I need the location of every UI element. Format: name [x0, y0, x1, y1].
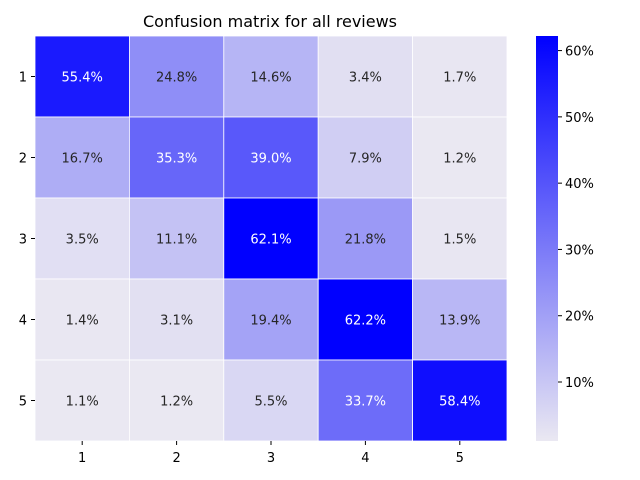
- x-axis: 1 2 3 4 5: [78, 441, 464, 466]
- heatmap-cell-r5-c3: [223, 359, 319, 442]
- chart-title: Confusion matrix for all reviews: [143, 12, 397, 31]
- heatmap-cell-r1-c3: [223, 35, 319, 118]
- x-tick-label-1: 1: [78, 451, 86, 466]
- cell-value-label-r2-c2: 35.3%: [156, 152, 197, 167]
- colorbar-tick-label-30: 30%: [565, 243, 594, 258]
- heatmap-cell-r5-c1: [34, 359, 130, 442]
- cell-value-label-r4-c3: 19.4%: [250, 314, 291, 329]
- heatmap-cell-r1-c2: [128, 35, 225, 118]
- cell-value-label-r1-c2: 24.8%: [156, 71, 197, 86]
- x-tick-label-2: 2: [172, 451, 180, 466]
- heatmap-cell-r2-c5: [412, 116, 508, 199]
- y-tick-label-3: 3: [19, 233, 27, 248]
- x-tick-label-3: 3: [267, 451, 275, 466]
- heatmap-cell-r2-c1: [34, 116, 130, 199]
- cell-value-label-r1-c3: 14.6%: [250, 71, 291, 86]
- colorbar-tick-label-20: 20%: [565, 310, 594, 325]
- cell-value-label-r3-c1: 3.5%: [66, 233, 99, 248]
- heatmap-cell-r3-c3: [223, 197, 319, 280]
- heatmap-cell-r2-c3: [223, 116, 319, 199]
- y-tick-label-5: 5: [19, 395, 27, 410]
- cell-value-label-r5-c3: 5.5%: [254, 395, 287, 410]
- colorbar-tick-label-50: 50%: [565, 111, 594, 126]
- colorbar-tick-label-10: 10%: [565, 376, 594, 391]
- cell-value-label-r2-c1: 16.7%: [62, 152, 103, 167]
- heatmap-cell-r4-c5: [412, 278, 508, 361]
- heatmap-cell-r4-c3: [223, 278, 319, 361]
- heatmap-cell-r1-c5: [412, 35, 508, 118]
- heatmap-cell-r3-c4: [317, 197, 414, 280]
- colorbar: 10% 20% 30% 40% 50% 60%: [536, 36, 594, 441]
- y-tick-label-4: 4: [19, 314, 27, 329]
- y-axis: 1 2 3 4 5: [19, 71, 35, 410]
- cell-value-label-r3-c4: 21.8%: [345, 233, 386, 248]
- cell-value-label-r5-c1: 1.1%: [66, 395, 99, 410]
- y-tick-label-1: 1: [19, 71, 27, 86]
- x-tick-label-4: 4: [361, 451, 369, 466]
- heatmap-cell-r3-c2: [128, 197, 225, 280]
- cell-value-label-r2-c4: 7.9%: [349, 152, 382, 167]
- heatmap-cell-r1-c1: [34, 35, 130, 118]
- cell-value-label-r2-c3: 39.0%: [250, 152, 291, 167]
- cell-value-label-r1-c5: 1.7%: [443, 71, 476, 86]
- colorbar-gradient: [536, 36, 558, 441]
- heatmap-cell-r5-c5: [412, 359, 508, 442]
- heatmap-cell-r4-c2: [128, 278, 225, 361]
- cell-value-label-r5-c4: 33.7%: [345, 395, 386, 410]
- cell-value-label-r1-c4: 3.4%: [349, 71, 382, 86]
- x-tick-label-5: 5: [456, 451, 464, 466]
- cell-value-label-r4-c2: 3.1%: [160, 314, 193, 329]
- cell-value-label-r5-c5: 58.4%: [439, 395, 480, 410]
- cell-value-label-r3-c2: 11.1%: [156, 233, 197, 248]
- cell-value-label-r4-c5: 13.9%: [439, 314, 480, 329]
- heatmap-cells: 55.4% 24.8% 14.6% 3.4% 1.7% 16.7% 35.3% 39.0% 7.…: [34, 35, 508, 442]
- y-tick-label-2: 2: [19, 152, 27, 167]
- heatmap-cell-r1-c4: [317, 35, 414, 118]
- heatmap-cell-r4-c4: [317, 278, 414, 361]
- colorbar-tick-label-60: 60%: [565, 45, 594, 60]
- colorbar-tick-label-40: 40%: [565, 177, 594, 192]
- cell-value-label-r4-c1: 1.4%: [66, 314, 99, 329]
- cell-value-label-r3-c5: 1.5%: [443, 233, 476, 248]
- cell-value-label-r1-c1: 55.4%: [62, 71, 103, 86]
- cell-value-label-r4-c4: 62.2%: [345, 314, 386, 329]
- heatmap-cell-r3-c5: [412, 197, 508, 280]
- cell-value-label-r3-c3: 62.1%: [250, 233, 291, 248]
- heatmap-cell-r5-c2: [128, 359, 225, 442]
- cell-value-label-r2-c5: 1.2%: [443, 152, 476, 167]
- cell-value-label-r5-c2: 1.2%: [160, 395, 193, 410]
